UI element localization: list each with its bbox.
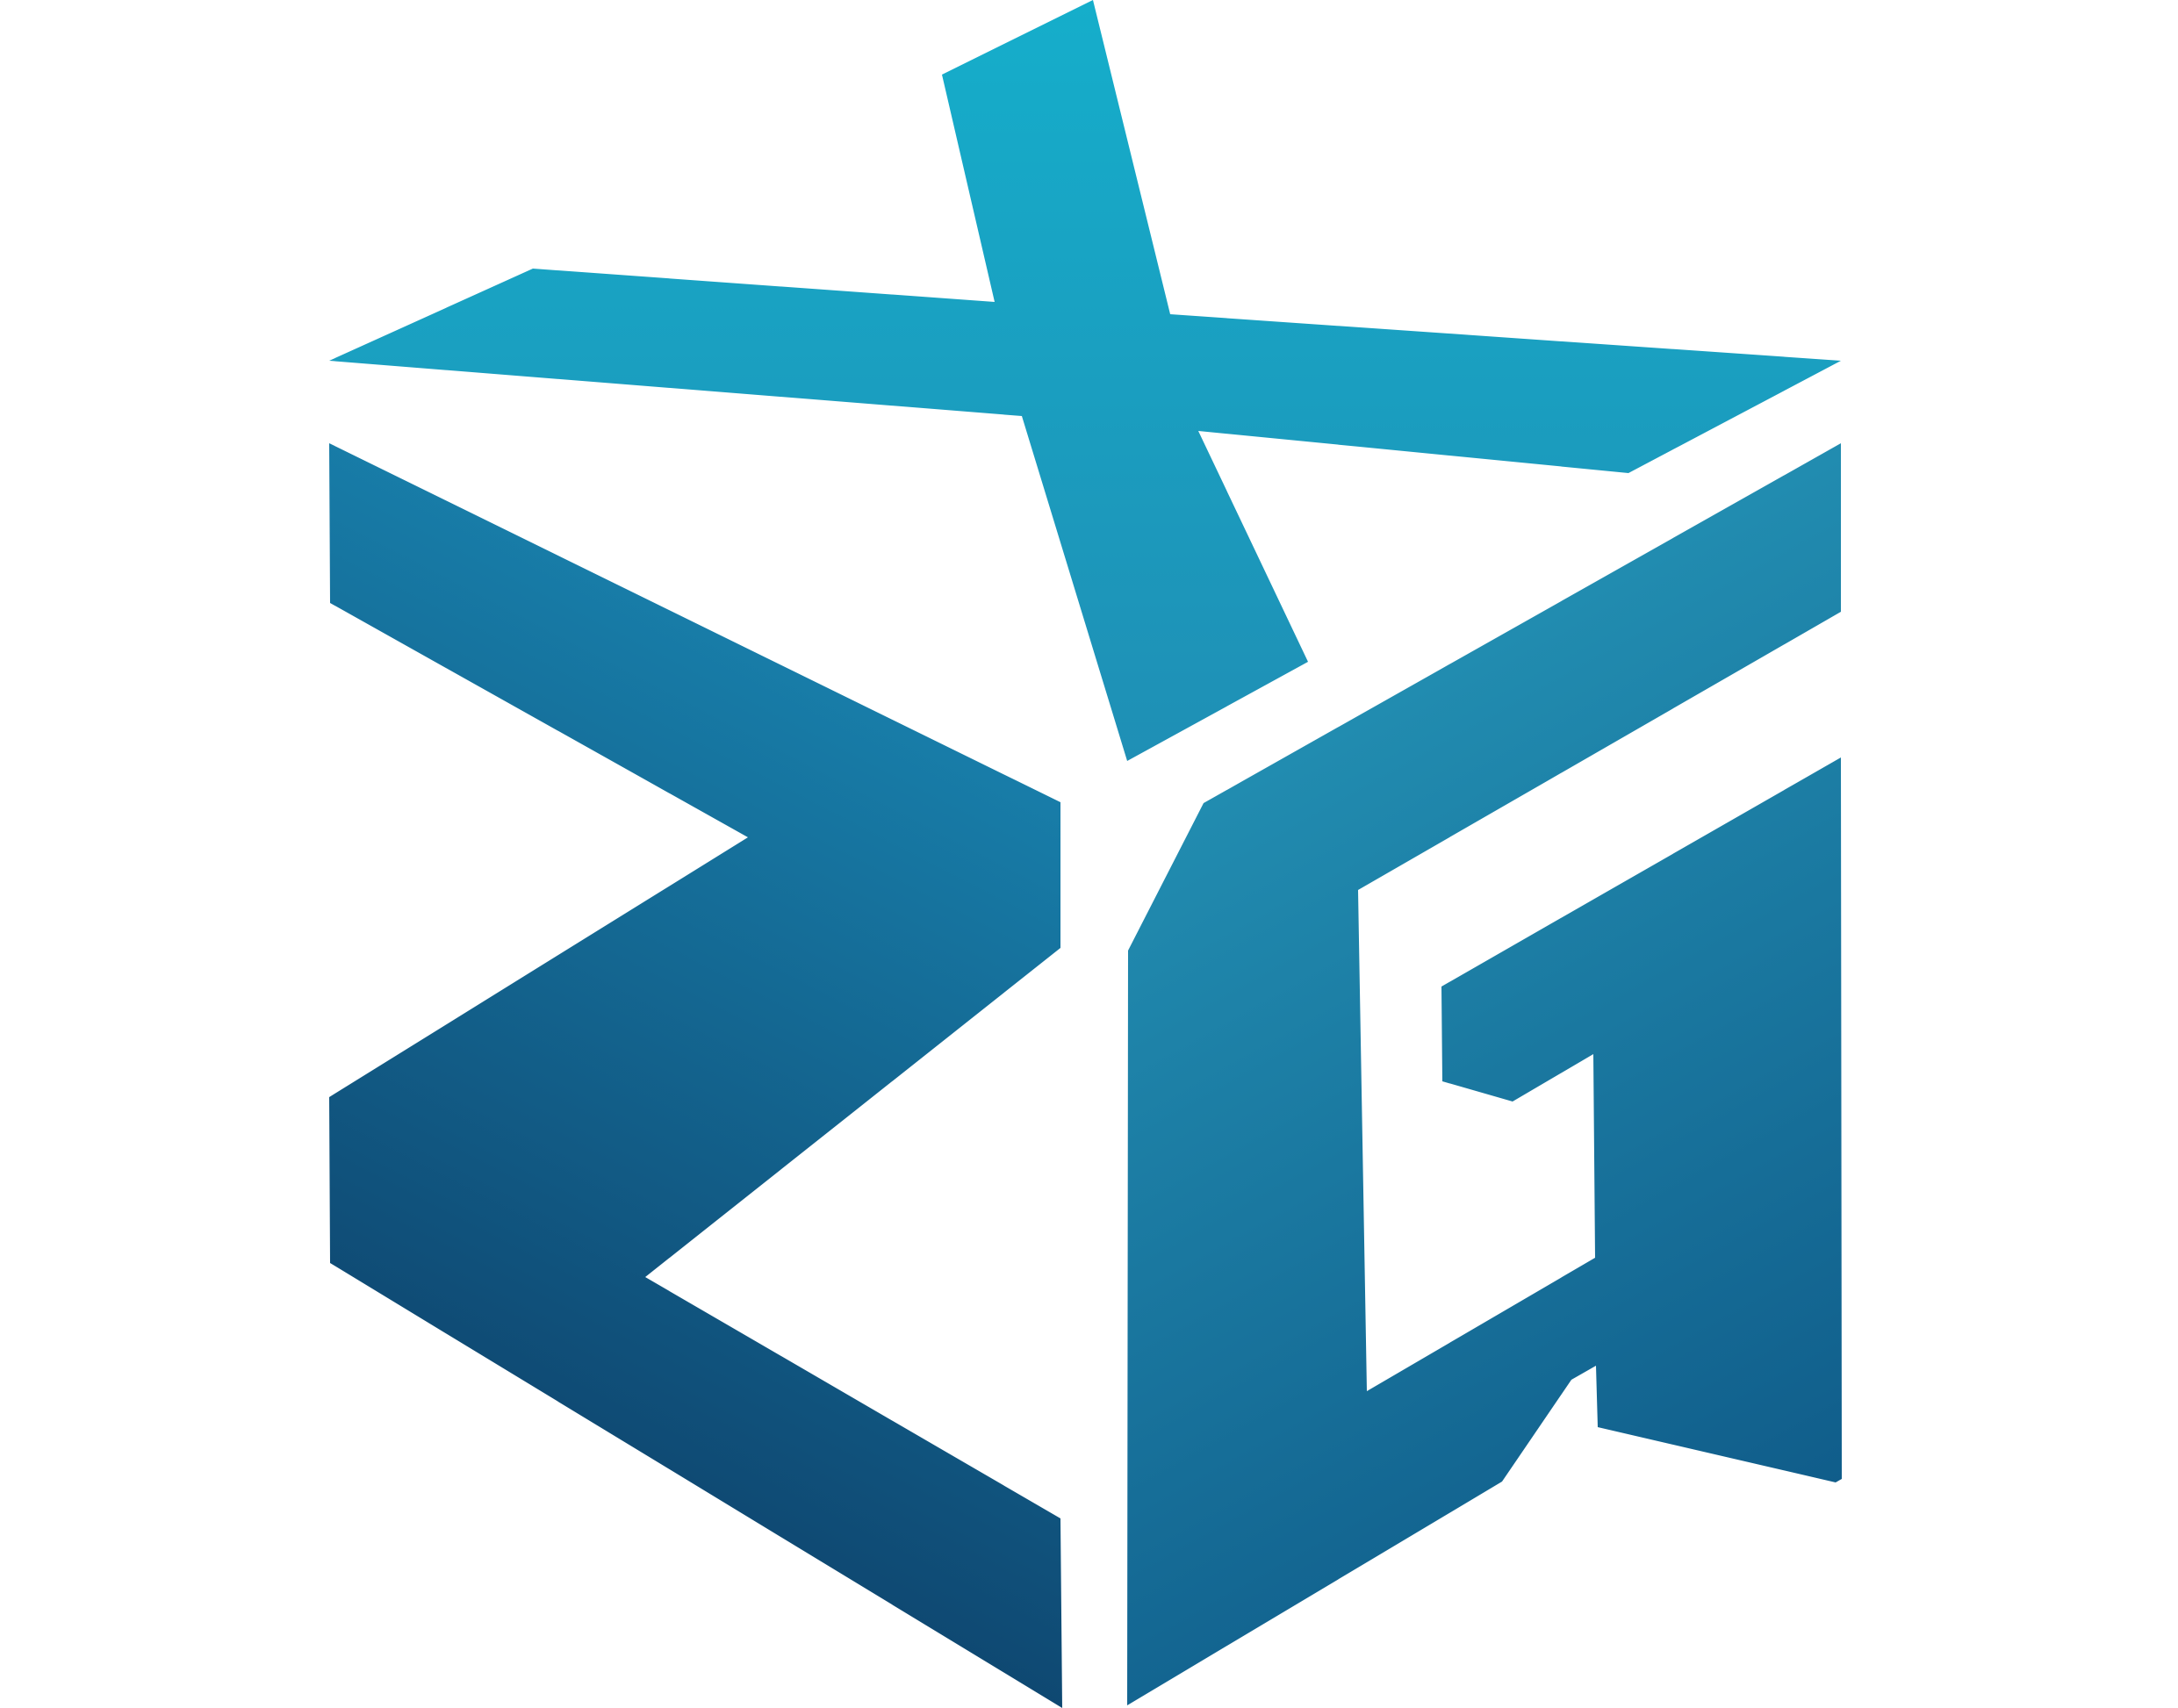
logo-x-shape [329,0,1841,761]
logo-g-shape [1127,443,1842,1705]
logo-z-shape [329,443,1062,1708]
